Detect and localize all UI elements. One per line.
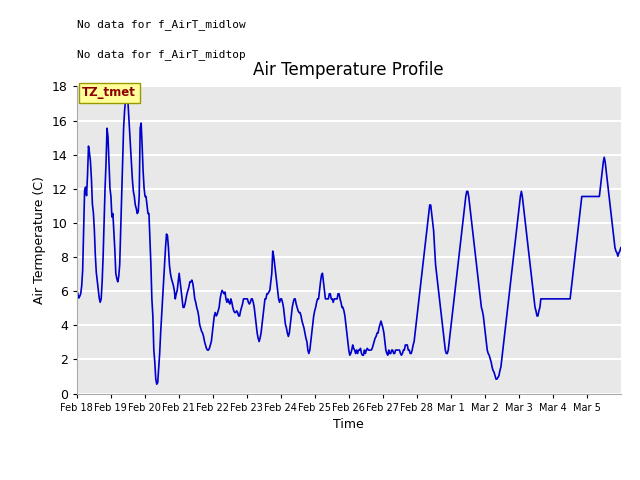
Text: No data for f_AirT_midtop: No data for f_AirT_midtop <box>77 49 246 60</box>
Y-axis label: Air Termperature (C): Air Termperature (C) <box>33 176 46 304</box>
X-axis label: Time: Time <box>333 418 364 431</box>
Text: TZ_tmet: TZ_tmet <box>82 86 136 99</box>
Text: No data for f_AirT_midlow: No data for f_AirT_midlow <box>77 19 246 30</box>
Title: Air Temperature Profile: Air Temperature Profile <box>253 61 444 79</box>
